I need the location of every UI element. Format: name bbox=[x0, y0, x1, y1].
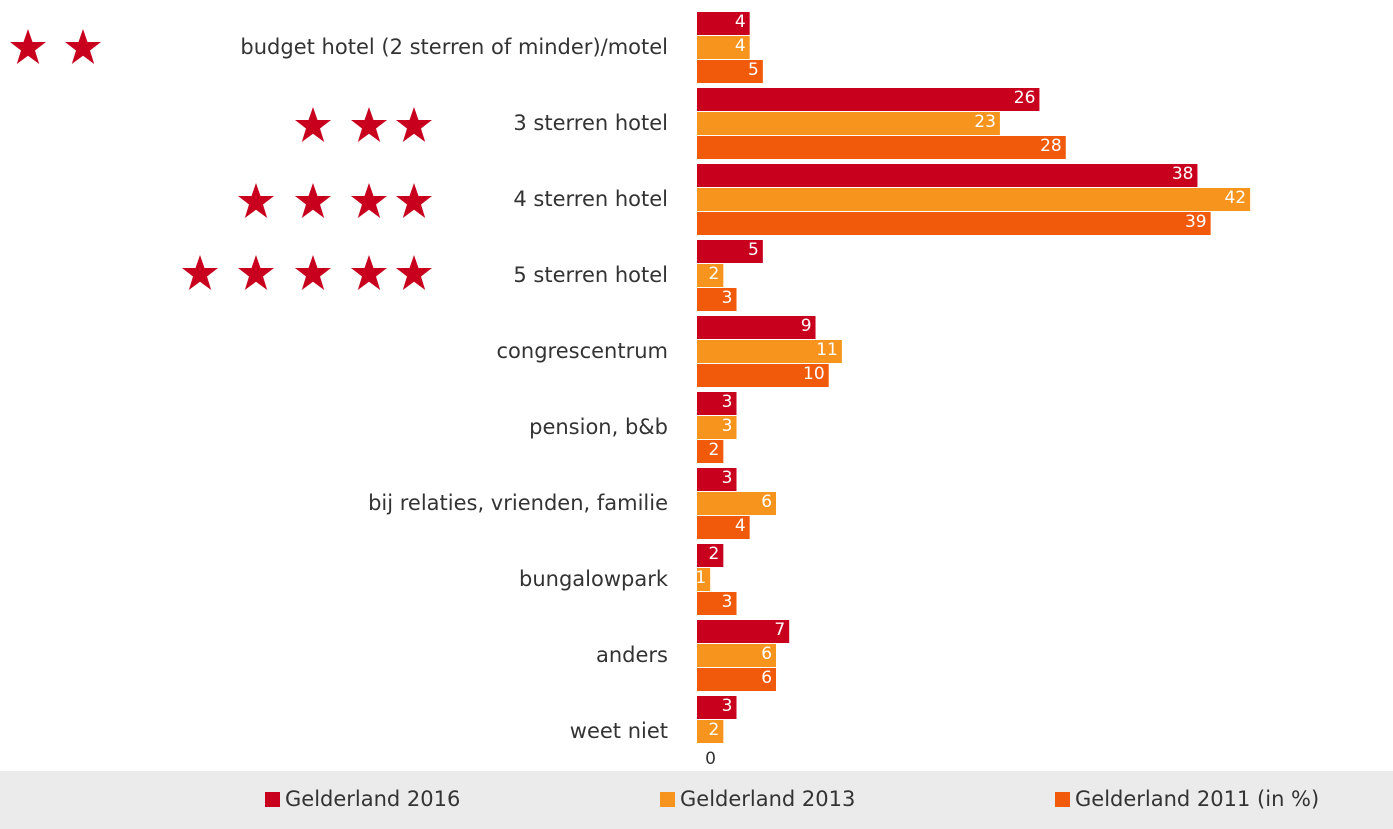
category-label: 3 sterren hotel bbox=[513, 111, 668, 135]
legend-swatch bbox=[660, 792, 675, 807]
value-label: 3 bbox=[722, 416, 733, 436]
bar bbox=[697, 60, 763, 83]
value-label: 2 bbox=[709, 264, 720, 284]
category-label: bungalowpark bbox=[519, 567, 669, 591]
value-label: 2 bbox=[709, 440, 720, 460]
category-label: congrescentrum bbox=[497, 339, 668, 363]
bar bbox=[697, 136, 1066, 159]
bar bbox=[697, 12, 750, 35]
value-label: 6 bbox=[761, 668, 772, 688]
star bbox=[182, 255, 218, 290]
star bbox=[238, 183, 274, 218]
value-label: 11 bbox=[816, 340, 838, 360]
value-label: 4 bbox=[735, 12, 746, 32]
legend-swatch bbox=[1055, 792, 1070, 807]
value-label: 9 bbox=[801, 316, 812, 336]
bar bbox=[697, 668, 777, 691]
category-label: budget hotel (2 sterren of minder)/motel bbox=[240, 35, 668, 59]
value-label: 6 bbox=[761, 644, 772, 664]
bar bbox=[697, 696, 737, 719]
bar bbox=[697, 416, 737, 439]
star bbox=[10, 29, 46, 64]
bar bbox=[697, 316, 816, 339]
bar bbox=[697, 240, 763, 263]
bar bbox=[697, 592, 737, 615]
star bbox=[238, 255, 274, 290]
star bbox=[295, 183, 331, 218]
bar bbox=[697, 212, 1211, 235]
bar bbox=[697, 88, 1040, 111]
star bbox=[351, 183, 387, 218]
bar bbox=[697, 620, 790, 643]
bar bbox=[697, 492, 777, 515]
bar bbox=[697, 468, 737, 491]
value-label: 3 bbox=[722, 592, 733, 612]
bar bbox=[697, 36, 750, 59]
value-label: 4 bbox=[735, 36, 746, 56]
value-label: 2 bbox=[709, 720, 720, 740]
bar bbox=[697, 516, 750, 539]
bar bbox=[697, 644, 777, 667]
bar bbox=[697, 288, 737, 311]
legend-band bbox=[0, 771, 1393, 829]
value-label: 2 bbox=[709, 544, 720, 564]
value-label: 5 bbox=[748, 240, 759, 260]
value-label: 4 bbox=[735, 516, 746, 536]
value-label: 28 bbox=[1040, 136, 1062, 156]
legend-label: Gelderland 2011 (in %) bbox=[1075, 787, 1319, 811]
bar bbox=[697, 544, 724, 567]
star bbox=[65, 29, 101, 64]
category-label: weet niet bbox=[570, 719, 668, 743]
star bbox=[396, 107, 432, 142]
bar bbox=[697, 164, 1198, 187]
value-label: 0 bbox=[705, 749, 716, 769]
category-label: pension, b&b bbox=[529, 415, 668, 439]
value-label: 3 bbox=[722, 468, 733, 488]
value-label: 3 bbox=[722, 392, 733, 412]
category-label: 5 sterren hotel bbox=[513, 263, 668, 287]
bar bbox=[697, 392, 737, 415]
value-label: 3 bbox=[722, 288, 733, 308]
value-label: 23 bbox=[974, 112, 996, 132]
category-label: 4 sterren hotel bbox=[513, 187, 668, 211]
value-label: 39 bbox=[1185, 212, 1207, 232]
bar bbox=[697, 364, 829, 387]
value-label: 5 bbox=[748, 60, 759, 80]
value-label: 38 bbox=[1172, 164, 1194, 184]
bar bbox=[697, 720, 724, 743]
bar bbox=[697, 188, 1251, 211]
value-label: 26 bbox=[1014, 88, 1036, 108]
star bbox=[295, 107, 331, 142]
category-label: bij relaties, vrienden, familie bbox=[368, 491, 668, 515]
value-label: 42 bbox=[1224, 188, 1246, 208]
star bbox=[396, 255, 432, 290]
value-label: 1 bbox=[695, 568, 706, 588]
value-label: 6 bbox=[761, 492, 772, 512]
category-label: anders bbox=[596, 643, 668, 667]
legend-label: Gelderland 2016 bbox=[285, 787, 460, 811]
bar bbox=[697, 568, 711, 591]
legend-swatch bbox=[265, 792, 280, 807]
value-label: 10 bbox=[803, 364, 825, 384]
star bbox=[351, 107, 387, 142]
star bbox=[396, 183, 432, 218]
stars bbox=[10, 29, 432, 290]
legend-label: Gelderland 2013 bbox=[680, 787, 855, 811]
bar bbox=[697, 112, 1000, 135]
value-label: 7 bbox=[774, 620, 785, 640]
bar bbox=[697, 264, 724, 287]
value-label: 3 bbox=[722, 696, 733, 716]
bar bbox=[697, 440, 724, 463]
star bbox=[295, 255, 331, 290]
bar bbox=[697, 340, 842, 363]
star bbox=[351, 255, 387, 290]
